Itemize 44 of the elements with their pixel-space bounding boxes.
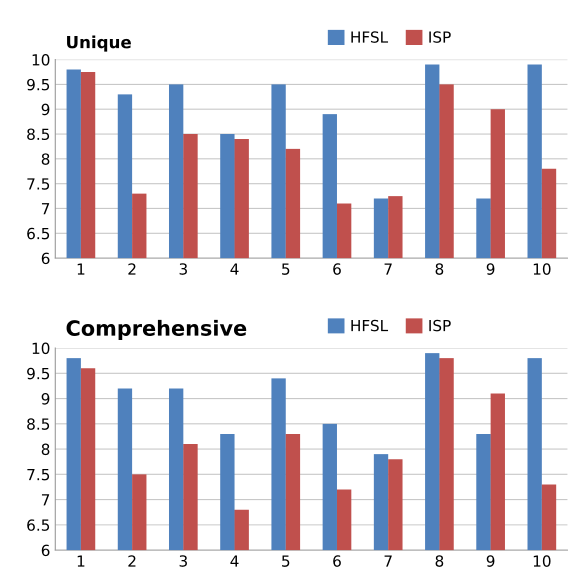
x-tick-label: 2 <box>128 263 136 275</box>
x-tick-label: 7 <box>384 263 392 275</box>
y-tick-label: 6.5 <box>27 519 50 531</box>
y-tick-label: 8.5 <box>27 128 50 140</box>
y-tick-label: 7 <box>42 203 50 214</box>
x-tick-label: 1 <box>78 555 84 567</box>
y-tick-label: 9 <box>42 104 50 116</box>
x-tick-label: 9 <box>486 555 494 567</box>
x-tick-label: 6 <box>333 263 341 275</box>
chart-title: Comprehensive <box>66 320 246 340</box>
x-tick-label: 5 <box>282 555 290 567</box>
x-tick-label: 3 <box>180 263 187 275</box>
legend-label: HFSL <box>351 320 388 332</box>
y-tick-label: 9.5 <box>27 368 50 380</box>
y-tick-label: 7.5 <box>27 178 50 190</box>
legend-label: ISP <box>429 320 451 332</box>
y-tick-label: 10 <box>32 342 50 354</box>
x-tick-label: 2 <box>128 555 136 567</box>
y-tick-label: 7 <box>42 494 50 506</box>
x-tick-label: 8 <box>436 555 444 567</box>
y-tick-label: 7.5 <box>27 469 50 480</box>
chart-title: Unique <box>67 35 131 52</box>
y-tick-label: 10 <box>32 54 50 66</box>
y-tick-label: 9 <box>42 393 50 405</box>
y-tick-label: 6.5 <box>27 228 50 240</box>
x-tick-label: 9 <box>486 263 494 275</box>
x-tick-label: 5 <box>282 263 290 275</box>
x-tick-label: 4 <box>230 263 239 275</box>
y-tick-label: 8.5 <box>27 418 50 430</box>
x-tick-label: 1 <box>78 263 84 275</box>
y-tick-label: 8 <box>42 153 50 165</box>
y-tick-label: 6 <box>42 544 50 556</box>
x-tick-label: 8 <box>436 263 444 275</box>
x-tick-label: 4 <box>230 555 239 567</box>
y-tick-label: 8 <box>42 444 50 456</box>
x-tick-label: 10 <box>534 263 551 275</box>
legend-label: ISP <box>429 31 451 43</box>
x-tick-label: 3 <box>180 555 187 567</box>
x-tick-label: 7 <box>384 555 392 567</box>
x-tick-label: 6 <box>333 555 341 567</box>
x-tick-label: 10 <box>534 555 551 567</box>
y-tick-label: 6 <box>42 252 50 264</box>
legend-label: HFSL <box>351 31 388 43</box>
y-tick-label: 9.5 <box>27 78 50 90</box>
